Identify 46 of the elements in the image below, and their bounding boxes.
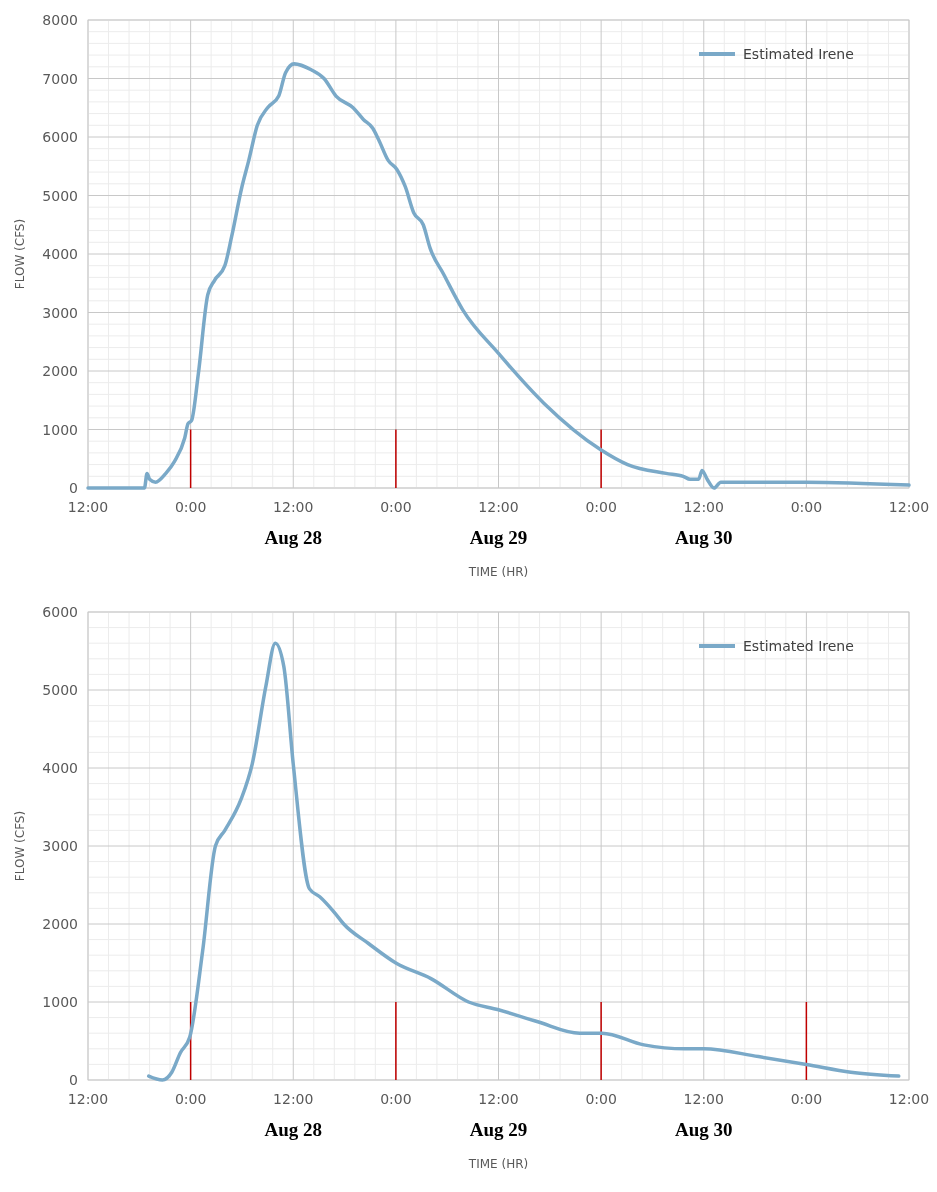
y-tick-label: 4000: [42, 760, 78, 776]
y-tick-label: 0: [69, 480, 78, 496]
y-tick-label: 5000: [42, 682, 78, 698]
text: Aug 28: [264, 1119, 323, 1140]
x-tick-label: 12:00: [67, 1091, 109, 1107]
x-tick-label: 12:00: [683, 499, 724, 515]
y-tick-label: 3000: [42, 304, 78, 321]
y-tick-label: 0: [69, 1072, 78, 1088]
x-axis-title: TIME (HR): [467, 565, 529, 579]
x-tick-label: 0:00: [380, 499, 412, 515]
y-axis-title: FLOW (CFS): [13, 218, 27, 290]
x-tick-label: 0:00: [174, 1091, 207, 1107]
text: Aug 30: [674, 527, 733, 548]
x-tick-label: 0:00: [174, 499, 207, 515]
x-tick-label: 0:00: [790, 499, 823, 515]
x-tick-label: 12:00: [67, 499, 109, 515]
x-tick-label: 0:00: [790, 1091, 823, 1107]
text: Aug 29: [469, 527, 528, 548]
x-tick-label: 0:00: [380, 1091, 412, 1107]
text: Aug 28: [264, 527, 323, 548]
x-tick-label: 0:00: [585, 1091, 617, 1107]
y-tick-label: 7000: [42, 70, 78, 87]
x-tick-label: 0:00: [585, 499, 617, 515]
x-tick-label: 12:00: [888, 499, 930, 515]
x-tick-label: 12:00: [273, 499, 314, 515]
y-tick-label: 4000: [42, 246, 78, 262]
x-tick-label: 12:00: [478, 499, 519, 515]
y-tick-label: 3000: [42, 838, 78, 854]
legend-label: Estimated Irene: [743, 638, 854, 654]
y-tick-label: 1000: [42, 421, 78, 438]
x-axis-title: TIME (HR): [467, 1157, 529, 1171]
x-tick-label: 12:00: [273, 1091, 314, 1107]
x-tick-label: 12:00: [478, 1091, 519, 1107]
text: Aug 30: [674, 1119, 733, 1140]
y-tick-label: 6000: [42, 604, 78, 620]
text: Aug 29: [469, 1119, 528, 1140]
y-tick-label: 2000: [42, 363, 78, 379]
y-tick-label: 5000: [42, 187, 78, 204]
x-tick-label: 12:00: [683, 1091, 724, 1107]
y-tick-label: 1000: [42, 994, 78, 1010]
y-axis-title: FLOW (CFS): [13, 810, 27, 882]
legend-label: Estimated Irene: [743, 46, 854, 62]
y-tick-label: 6000: [42, 129, 78, 145]
y-tick-label: 8000: [42, 12, 78, 28]
x-tick-label: 12:00: [888, 1091, 930, 1107]
y-tick-label: 2000: [42, 916, 78, 932]
